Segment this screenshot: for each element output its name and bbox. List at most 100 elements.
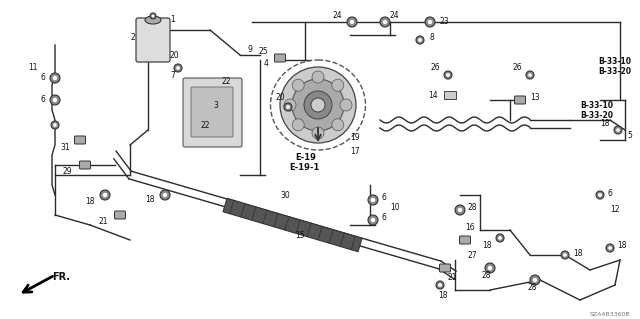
FancyBboxPatch shape — [115, 211, 125, 219]
Text: 22: 22 — [222, 78, 232, 86]
Circle shape — [52, 76, 57, 80]
Text: SZA4B3360B: SZA4B3360B — [589, 311, 630, 316]
Text: 17: 17 — [350, 147, 360, 157]
Circle shape — [340, 99, 352, 111]
Circle shape — [347, 17, 357, 27]
Text: 6: 6 — [40, 73, 45, 83]
Circle shape — [598, 193, 602, 197]
Text: FR.: FR. — [52, 272, 70, 282]
Text: 1: 1 — [170, 16, 175, 25]
Circle shape — [349, 20, 355, 24]
Text: 13: 13 — [530, 93, 540, 102]
FancyBboxPatch shape — [275, 54, 285, 62]
Text: 6: 6 — [607, 189, 612, 197]
Circle shape — [488, 266, 492, 270]
Text: 19: 19 — [350, 133, 360, 143]
Circle shape — [312, 71, 324, 83]
Circle shape — [284, 103, 292, 111]
Circle shape — [371, 198, 375, 202]
Circle shape — [100, 190, 110, 200]
Text: B-33-10: B-33-10 — [580, 100, 613, 109]
Circle shape — [53, 123, 57, 127]
Circle shape — [436, 281, 444, 289]
Circle shape — [425, 17, 435, 27]
Circle shape — [176, 66, 180, 70]
Circle shape — [526, 71, 534, 79]
Circle shape — [528, 73, 532, 77]
Circle shape — [458, 208, 462, 212]
Text: 29: 29 — [62, 167, 72, 176]
Circle shape — [311, 98, 325, 112]
Circle shape — [50, 95, 60, 105]
Text: 18: 18 — [573, 249, 582, 257]
Circle shape — [280, 67, 356, 143]
Text: 18: 18 — [438, 291, 447, 300]
Text: 3: 3 — [213, 100, 218, 109]
Text: 6: 6 — [382, 213, 387, 222]
Circle shape — [383, 20, 387, 24]
Circle shape — [368, 215, 378, 225]
Circle shape — [608, 246, 612, 250]
FancyBboxPatch shape — [460, 236, 470, 244]
Circle shape — [606, 244, 614, 252]
Circle shape — [596, 191, 604, 199]
Text: 26: 26 — [513, 63, 522, 72]
Text: 11: 11 — [29, 63, 38, 72]
Circle shape — [292, 79, 344, 131]
Circle shape — [160, 190, 170, 200]
Text: 18: 18 — [145, 196, 155, 204]
Circle shape — [561, 251, 569, 259]
Text: 18: 18 — [600, 120, 610, 129]
Text: 24: 24 — [332, 11, 342, 20]
Circle shape — [614, 126, 622, 134]
FancyBboxPatch shape — [191, 87, 233, 137]
Text: 30: 30 — [280, 190, 290, 199]
Circle shape — [368, 195, 378, 205]
Circle shape — [332, 119, 344, 131]
Text: B-33-20: B-33-20 — [598, 68, 631, 77]
FancyBboxPatch shape — [136, 18, 170, 62]
Text: 27: 27 — [468, 250, 477, 259]
Circle shape — [438, 283, 442, 287]
Text: 5: 5 — [627, 131, 632, 140]
Bar — [444, 91, 456, 99]
Text: 16: 16 — [465, 224, 475, 233]
Text: 12: 12 — [610, 205, 620, 214]
Text: 20: 20 — [275, 93, 285, 102]
Text: 31: 31 — [60, 144, 70, 152]
Circle shape — [150, 13, 156, 19]
Circle shape — [103, 193, 108, 197]
Circle shape — [380, 17, 390, 27]
Text: 18: 18 — [86, 197, 95, 206]
Text: 25: 25 — [259, 48, 268, 56]
Text: B-33-10: B-33-10 — [598, 57, 631, 66]
Text: 6: 6 — [40, 95, 45, 105]
Circle shape — [616, 128, 620, 132]
Text: 28: 28 — [527, 284, 536, 293]
Text: 2: 2 — [131, 33, 135, 42]
Circle shape — [485, 263, 495, 273]
Text: 4: 4 — [263, 60, 268, 69]
FancyBboxPatch shape — [79, 161, 90, 169]
Text: 22: 22 — [200, 121, 210, 130]
Circle shape — [286, 105, 290, 109]
Text: 7: 7 — [170, 70, 175, 79]
FancyBboxPatch shape — [515, 96, 525, 104]
Circle shape — [50, 73, 60, 83]
Circle shape — [152, 15, 154, 17]
Text: 28: 28 — [468, 204, 477, 212]
Ellipse shape — [145, 16, 161, 24]
Text: 14: 14 — [428, 91, 438, 100]
Circle shape — [332, 79, 344, 91]
Text: 21: 21 — [99, 218, 108, 226]
Circle shape — [532, 278, 537, 282]
Circle shape — [371, 218, 375, 222]
Circle shape — [416, 36, 424, 44]
Text: 23: 23 — [440, 18, 450, 26]
Text: B-33-20: B-33-20 — [580, 110, 613, 120]
Text: 20: 20 — [170, 50, 180, 60]
Circle shape — [174, 64, 182, 72]
Polygon shape — [223, 198, 362, 252]
Text: 9: 9 — [248, 46, 253, 55]
Text: 28: 28 — [482, 271, 492, 280]
